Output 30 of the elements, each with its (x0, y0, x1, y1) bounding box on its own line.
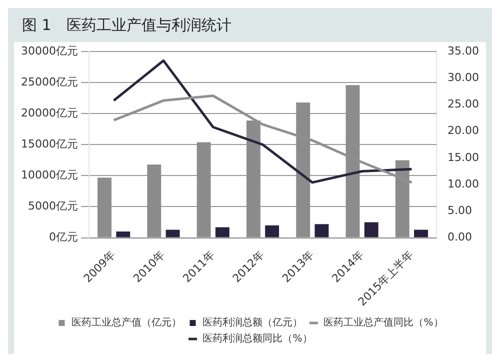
bar (166, 230, 180, 238)
bar (265, 225, 280, 238)
y2-tick-label: 30.00 (448, 71, 480, 84)
y2-tick-label: 35.00 (448, 44, 480, 58)
y2-tick-label: 25.00 (448, 98, 480, 111)
bar (215, 227, 230, 238)
legend-label: 医药工业总产值同比（%） (324, 316, 444, 329)
legend-label: 医药利润总额同比（%） (202, 332, 312, 345)
y-tick-label: 30000亿元 (20, 44, 78, 58)
y-tick-label: 10000亿元 (20, 168, 78, 182)
bar (196, 142, 211, 238)
y2-tick-label: 10.00 (448, 177, 480, 190)
y2-tick-label: 0.00 (448, 230, 472, 244)
y-tick-label: 20000亿元 (20, 106, 78, 120)
bar (98, 178, 112, 238)
bar (147, 164, 162, 238)
y-tick-label: 0亿元 (48, 230, 78, 244)
chart-title: 图 1 医药工业产值与利润统计 (21, 15, 232, 36)
legend-label: 医药利润总额（亿元） (202, 316, 303, 329)
bar (414, 230, 428, 238)
y2-tick-label: 5.00 (448, 204, 472, 218)
bar (116, 232, 130, 238)
y-tick-label: 5000亿元 (28, 200, 78, 213)
bar (314, 224, 329, 238)
bar (364, 222, 378, 238)
y2-tick-label: 15.00 (448, 150, 480, 164)
y-tick-label: 25000亿元 (20, 75, 78, 88)
y-tick-label: 15000亿元 (20, 138, 78, 151)
legend-label: 医药工业总产值（亿元） (72, 316, 182, 329)
y2-tick-label: 20.00 (448, 124, 480, 138)
